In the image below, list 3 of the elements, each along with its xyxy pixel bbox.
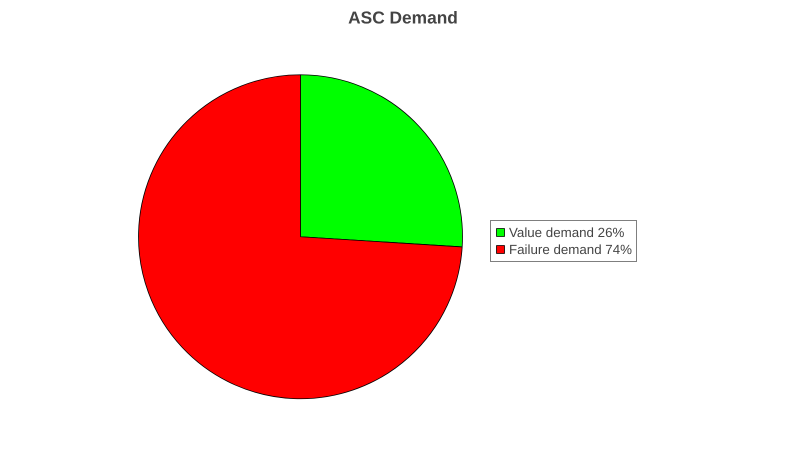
legend-label: Failure demand 74% <box>509 242 632 256</box>
legend-label: Value demand 26% <box>509 224 624 240</box>
chart-title: ASC Demand <box>348 8 458 28</box>
